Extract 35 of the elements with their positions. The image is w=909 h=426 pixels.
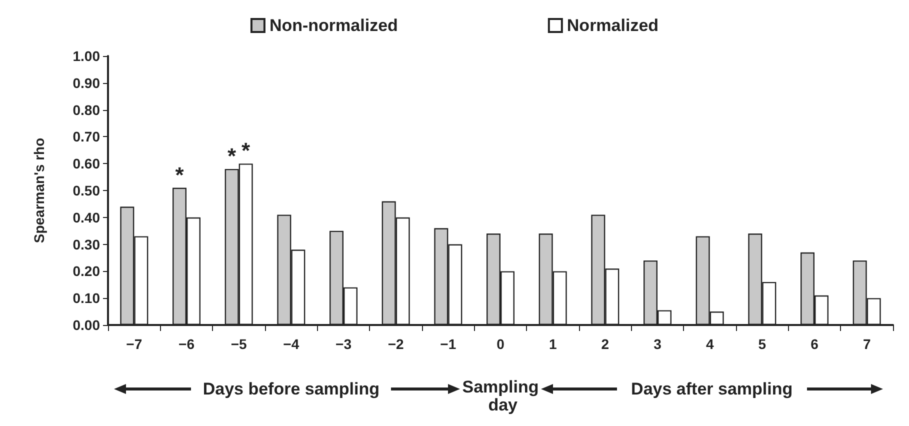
x-tick-label: −4: [283, 336, 300, 352]
annotation: *: [175, 162, 184, 188]
y-tick-label: 0.50: [72, 182, 100, 198]
x-tick-label: 4: [706, 336, 714, 352]
text: Days after sampling: [631, 380, 793, 398]
legend-label: Normalized: [566, 16, 659, 35]
x-tick-label: −7: [126, 336, 142, 352]
y-tick-label: 0.70: [72, 128, 100, 145]
x-tick-label: −3: [336, 336, 352, 352]
y-tick-label: 0.00: [72, 317, 100, 333]
x-tick-label: 2: [601, 336, 610, 352]
annotation: *: [242, 138, 251, 164]
x-tick-label: −2: [388, 336, 404, 352]
y-tick-label: 0.20: [72, 263, 100, 280]
x-tick-label: 3: [654, 336, 662, 352]
legend-label: Non-normalized: [269, 16, 398, 35]
y-tick-label: 0.80: [72, 102, 100, 118]
x-tick-label: 0: [496, 336, 505, 352]
x-tick-label: 1: [548, 336, 557, 352]
y-tick-label: 0.40: [72, 209, 100, 226]
y-tick-label: 0.10: [72, 290, 100, 306]
x-tick-label: −1: [440, 336, 456, 352]
x-tick-label: −6: [178, 336, 195, 352]
annotation: *: [228, 143, 237, 168]
x-tick-label: 5: [758, 336, 766, 352]
x-tick-label: 7: [862, 336, 871, 352]
text: Days before sampling: [202, 380, 380, 398]
y-tick-label: 1.00: [72, 48, 100, 64]
text: Sampling day: [462, 378, 539, 414]
x-tick-label: 6: [810, 336, 819, 352]
x-tick-label: −5: [230, 336, 248, 352]
y-axis-title: Spearman's rho: [31, 138, 47, 244]
y-tick-label: 0.30: [72, 236, 100, 252]
y-tick-label: 0.90: [72, 74, 100, 91]
y-tick-label: 0.60: [72, 156, 100, 172]
